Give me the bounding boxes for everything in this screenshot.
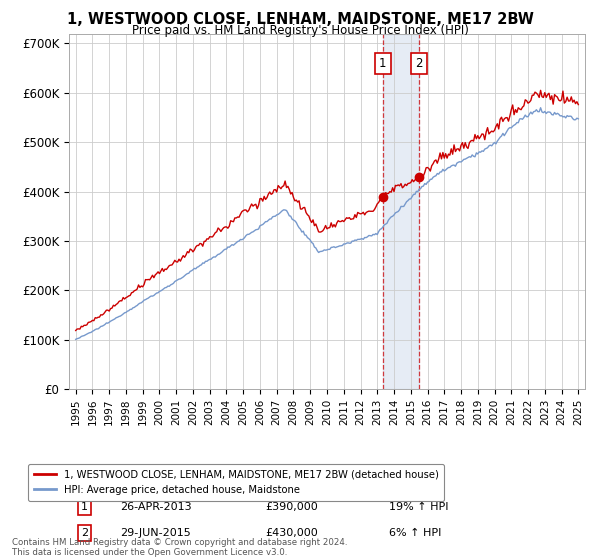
Text: Contains HM Land Registry data © Crown copyright and database right 2024.
This d: Contains HM Land Registry data © Crown c… [12,538,347,557]
Text: 2: 2 [81,528,88,538]
Text: £390,000: £390,000 [265,502,318,511]
Text: 6% ↑ HPI: 6% ↑ HPI [389,528,441,538]
Text: 29-JUN-2015: 29-JUN-2015 [121,528,191,538]
Text: £430,000: £430,000 [265,528,318,538]
Bar [383,34,419,389]
Text: 26-APR-2013: 26-APR-2013 [121,502,192,511]
Text: 19% ↑ HPI: 19% ↑ HPI [389,502,448,511]
Text: 1: 1 [379,57,386,70]
Text: 1, WESTWOOD CLOSE, LENHAM, MAIDSTONE, ME17 2BW: 1, WESTWOOD CLOSE, LENHAM, MAIDSTONE, ME… [67,12,533,27]
Text: Price paid vs. HM Land Registry's House Price Index (HPI): Price paid vs. HM Land Registry's House … [131,24,469,37]
Text: 1: 1 [81,502,88,511]
Text: 2: 2 [415,57,423,70]
Legend: 1, WESTWOOD CLOSE, LENHAM, MAIDSTONE, ME17 2BW (detached house), HPI: Average pr: 1, WESTWOOD CLOSE, LENHAM, MAIDSTONE, ME… [28,464,445,501]
